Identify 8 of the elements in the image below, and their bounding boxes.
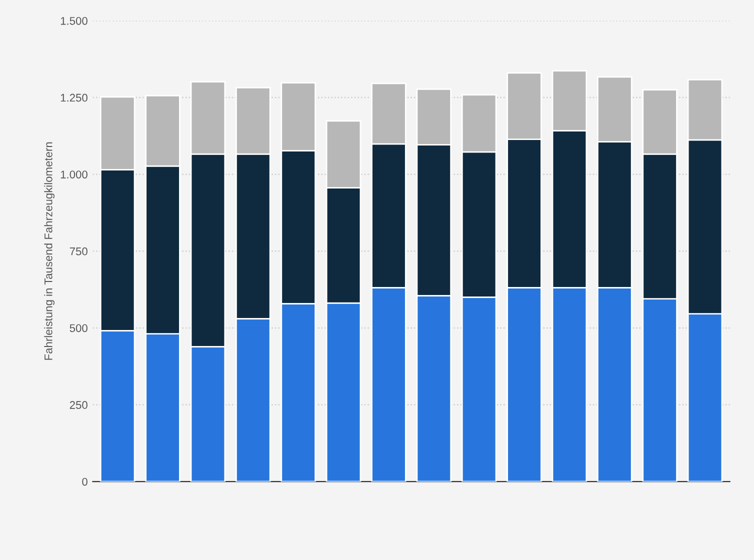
y-tick-label: 750: [70, 247, 88, 256]
y-tick-label: 500: [70, 324, 88, 332]
y-tick-label: 1.250: [60, 94, 88, 102]
y-tick-label: 0: [82, 478, 88, 486]
y-tick-label: 1.500: [60, 16, 88, 25]
y-tick-label: 250: [70, 401, 88, 409]
y-tick-label: 1.000: [60, 170, 88, 178]
y-axis-title: Fahrleistung in Tausend Fahrzeugkilometern: [44, 142, 55, 360]
